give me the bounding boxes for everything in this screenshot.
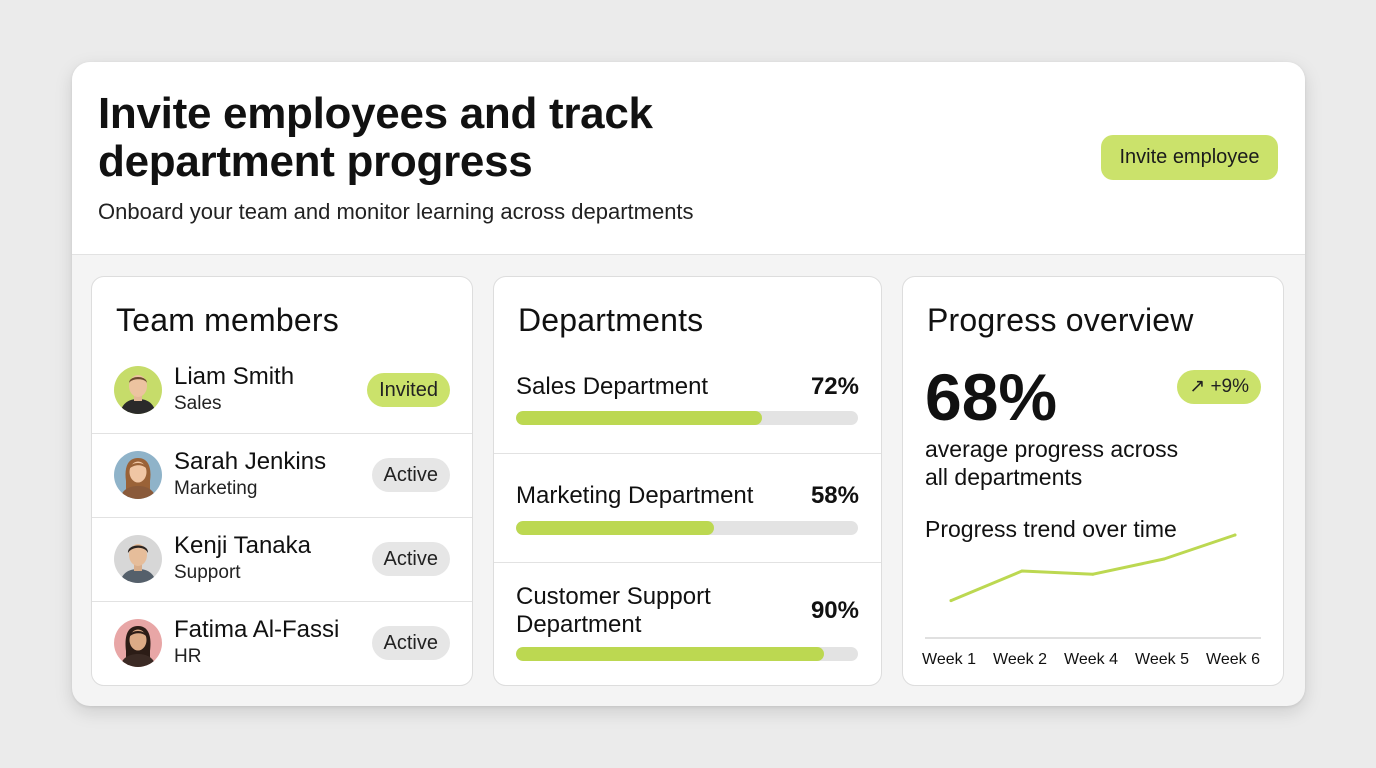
member-name: Sarah Jenkins — [174, 448, 327, 475]
trend-tick-label: Week 2 — [993, 651, 1047, 668]
avatar-sarah-jenkins — [114, 451, 162, 499]
department-progress-bar — [516, 647, 858, 661]
trend-point — [1091, 572, 1095, 576]
trend-point — [1233, 533, 1237, 537]
department-percent: 90% — [810, 597, 859, 624]
departments-panel: Departments Sales Department 72% Marketi… — [493, 276, 882, 686]
invite-employee-button[interactable]: Invite employee — [1101, 135, 1278, 180]
average-progress-label: average progress across all departments — [925, 436, 1179, 490]
trend-point — [949, 599, 953, 603]
arrow-up-right-icon: ↗ — [1189, 376, 1206, 397]
member-row-liam-smith[interactable]: Liam Smith Sales Invited — [92, 349, 472, 433]
departments-title: Departments — [518, 302, 704, 338]
avatar-fatima-al-fassi — [114, 619, 162, 667]
status-badge-active: Active — [371, 626, 450, 660]
trend-tick-label: Week 5 — [1135, 651, 1189, 668]
trend-series-line — [949, 533, 1237, 603]
progress-change-value: +9% — [1210, 376, 1249, 397]
member-row-sarah-jenkins[interactable]: Sarah Jenkins Marketing Active — [92, 433, 472, 518]
progress-overview-panel: Progress overview 68% ↗ +9% average prog… — [902, 276, 1284, 686]
member-department: Marketing — [174, 478, 258, 499]
page-subtitle: Onboard your team and monitor learning a… — [98, 199, 694, 224]
department-progress-bar — [516, 521, 858, 535]
avatar-kenji-tanaka — [114, 535, 162, 583]
trend-tick-label: Week 6 — [1206, 651, 1260, 668]
member-name: Liam Smith — [174, 363, 295, 390]
progress-trend-chart: Week 1 Week 2 Week 4 Week 5 Week 6 — [922, 533, 1261, 668]
department-name: Marketing Department — [516, 482, 754, 509]
department-name: Customer Support Department — [516, 583, 711, 638]
member-department: Sales — [174, 393, 222, 414]
department-row-customer-support[interactable]: Customer Support Department 90% — [494, 562, 881, 685]
department-progress-fill — [516, 521, 715, 535]
department-progress-fill — [516, 411, 763, 425]
department-percent: 72% — [810, 373, 859, 400]
trend-tick-label: Week 4 — [1064, 651, 1118, 668]
status-badge-active: Active — [371, 542, 450, 576]
member-row-kenji-tanaka[interactable]: Kenji Tanaka Support Active — [92, 517, 472, 602]
trend-tick-label: Week 1 — [922, 651, 976, 668]
member-department: HR — [174, 646, 202, 667]
trend-point — [1162, 557, 1166, 561]
trend-point — [1020, 569, 1024, 573]
page-title: Invite employees and track department pr… — [98, 89, 653, 186]
member-department: Support — [174, 562, 241, 583]
team-members-panel: Team members Liam Smith Sales Invited — [91, 276, 473, 686]
average-progress-value: 68% — [925, 360, 1058, 434]
department-row-marketing[interactable]: Marketing Department 58% — [494, 453, 881, 563]
avatar-liam-smith — [114, 366, 162, 414]
progress-change-badge: ↗ +9% — [1177, 370, 1261, 404]
trend-chart-title: Progress trend over time — [925, 516, 1177, 542]
department-progress-bar — [516, 411, 858, 425]
department-percent: 58% — [810, 482, 859, 509]
status-badge-invited: Invited — [367, 373, 450, 407]
page-header: Invite employees and track department pr… — [72, 62, 1305, 255]
team-members-title: Team members — [116, 302, 339, 338]
invite-track-card: Invite employees and track department pr… — [72, 62, 1305, 706]
department-name: Sales Department — [516, 373, 709, 400]
status-badge-active: Active — [371, 458, 450, 492]
member-row-fatima-al-fassi[interactable]: Fatima Al-Fassi HR Active — [92, 601, 472, 685]
department-row-sales[interactable]: Sales Department 72% — [494, 349, 881, 453]
progress-overview-title: Progress overview — [927, 302, 1194, 338]
member-name: Fatima Al-Fassi — [174, 616, 340, 643]
member-name: Kenji Tanaka — [174, 532, 311, 559]
department-progress-fill — [516, 647, 824, 661]
